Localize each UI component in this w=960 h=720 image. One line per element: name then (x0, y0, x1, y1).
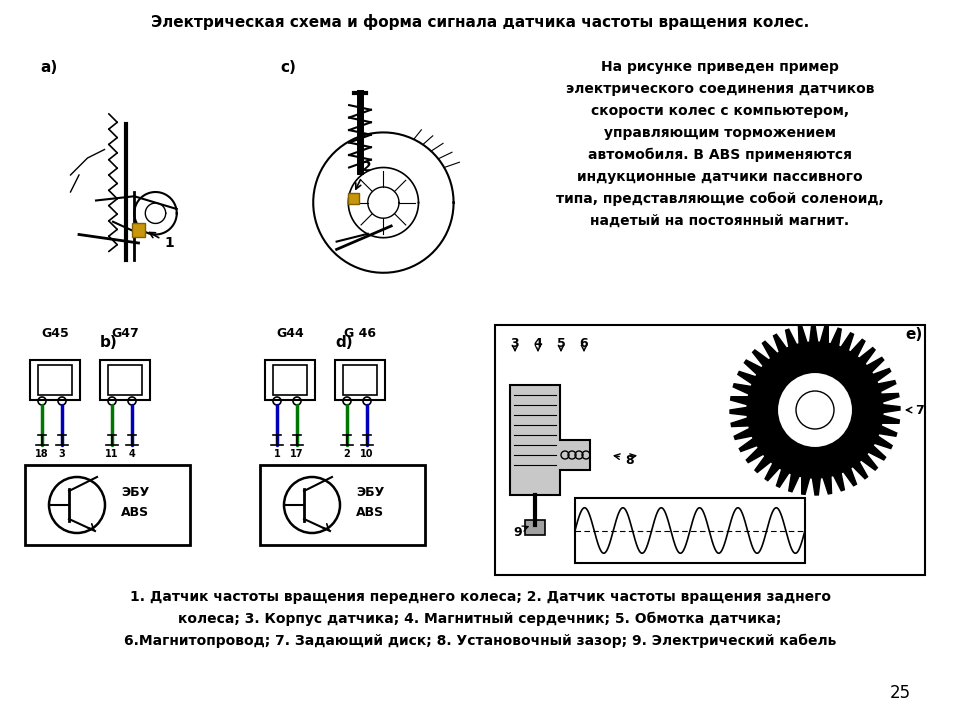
Text: 2: 2 (356, 161, 372, 189)
Text: 4: 4 (534, 337, 542, 350)
Circle shape (796, 391, 834, 429)
Polygon shape (730, 325, 900, 495)
Text: 3: 3 (59, 449, 65, 459)
Circle shape (777, 372, 853, 448)
Bar (343, 365, 377, 395)
Text: 1. Датчик частоты вращения переднего колеса; 2. Датчик частоты вращения заднего: 1. Датчик частоты вращения переднего кол… (130, 590, 830, 604)
Text: b): b) (100, 335, 118, 350)
Text: индукционные датчики пассивного: индукционные датчики пассивного (577, 170, 863, 184)
Text: скорости колес с компьютером,: скорости колес с компьютером, (591, 104, 849, 118)
Bar (132, 223, 145, 237)
Text: 6.Магнитопровод; 7. Задающий диск; 8. Установочный зазор; 9. Электрический кабел: 6.Магнитопровод; 7. Задающий диск; 8. Ус… (124, 634, 836, 648)
Text: 11: 11 (106, 449, 119, 459)
Bar (348, 193, 359, 204)
Text: Электрическая схема и форма сигнала датчика частоты вращения колес.: Электрическая схема и форма сигнала датч… (151, 14, 809, 30)
Text: G47: G47 (111, 327, 139, 340)
Bar (25, 465, 190, 545)
Text: e): e) (905, 327, 923, 342)
Text: управляющим торможением: управляющим торможением (604, 126, 836, 140)
Bar (30, 360, 80, 400)
Text: 8: 8 (626, 454, 635, 467)
Text: ЭБУ: ЭБУ (356, 487, 384, 500)
Text: электрического соединения датчиков: электрического соединения датчиков (565, 82, 875, 96)
Text: a): a) (40, 60, 58, 75)
Bar (495, 325, 925, 575)
Text: 25: 25 (889, 684, 911, 702)
Polygon shape (510, 385, 590, 495)
Bar (575, 498, 805, 563)
Text: c): c) (280, 60, 296, 75)
Bar (335, 360, 385, 400)
Text: G44: G44 (276, 327, 304, 340)
Text: 6: 6 (580, 337, 588, 350)
Text: G45: G45 (41, 327, 69, 340)
Bar (260, 465, 425, 545)
Text: надетый на постоянный магнит.: надетый на постоянный магнит. (590, 214, 850, 228)
Text: 7: 7 (915, 403, 924, 416)
Bar (38, 365, 72, 395)
Text: ЭБУ: ЭБУ (121, 487, 149, 500)
Text: d): d) (335, 335, 352, 350)
Text: 1: 1 (150, 233, 174, 251)
Text: колеса; 3. Корпус датчика; 4. Магнитный сердечник; 5. Обмотка датчика;: колеса; 3. Корпус датчика; 4. Магнитный … (179, 612, 781, 626)
Bar (273, 365, 307, 395)
Text: типа, представляющие собой соленоид,: типа, представляющие собой соленоид, (556, 192, 884, 207)
Text: 10: 10 (360, 449, 373, 459)
Bar (108, 365, 142, 395)
Text: 4: 4 (129, 449, 135, 459)
Text: автомобиля. В ABS применяются: автомобиля. В ABS применяются (588, 148, 852, 162)
Bar (100, 360, 150, 400)
Text: 9: 9 (514, 526, 522, 539)
Text: 5: 5 (557, 337, 565, 350)
Bar (525, 520, 545, 535)
Text: На рисунке приведен пример: На рисунке приведен пример (601, 60, 839, 74)
Text: 1: 1 (274, 449, 280, 459)
Text: ABS: ABS (356, 505, 384, 518)
Text: 2: 2 (344, 449, 350, 459)
Text: G 46: G 46 (344, 327, 376, 340)
Text: 18: 18 (36, 449, 49, 459)
Text: 17: 17 (290, 449, 303, 459)
Text: 3: 3 (511, 337, 519, 350)
Text: ABS: ABS (121, 505, 149, 518)
Bar (265, 360, 315, 400)
